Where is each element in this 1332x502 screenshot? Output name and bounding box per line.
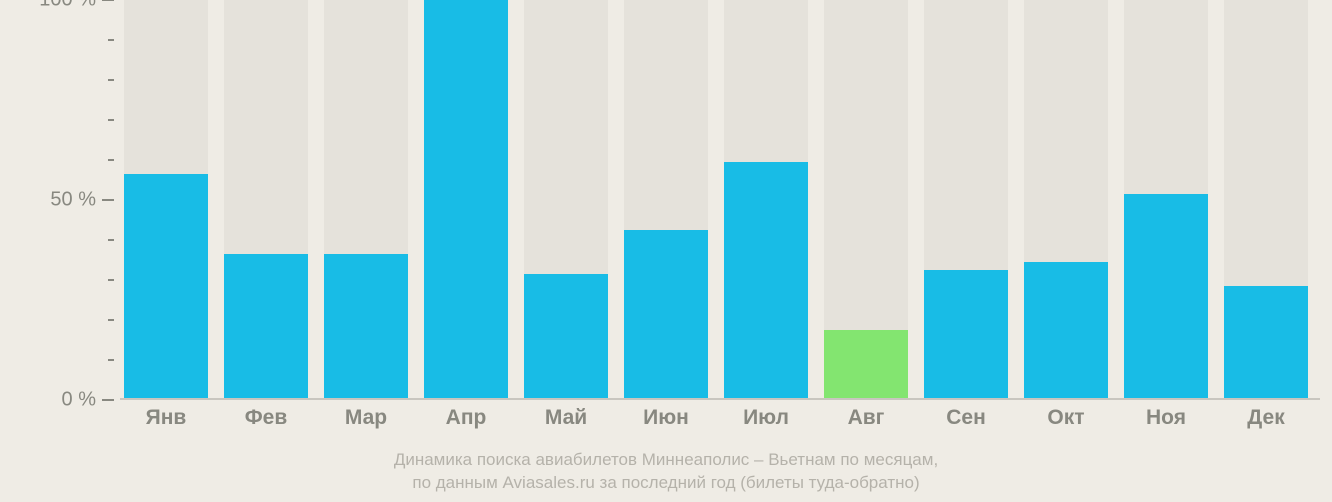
x-tick-label: Фев — [224, 406, 308, 430]
bar — [524, 274, 608, 398]
x-tick-label: Апр — [424, 406, 508, 430]
y-tick-minor — [108, 39, 114, 41]
x-tick-label: Дек — [1224, 406, 1308, 430]
bar-slot — [524, 0, 608, 398]
bar — [124, 174, 208, 398]
bar-slot — [324, 0, 408, 398]
y-tick-minor — [108, 319, 114, 321]
y-tick-mark — [102, 199, 114, 201]
x-tick-label: Май — [524, 406, 608, 430]
bar-slot — [724, 0, 808, 398]
y-tick-minor — [108, 79, 114, 81]
bar-slot — [1224, 0, 1308, 398]
y-tick-mark — [102, 0, 114, 1]
bar-slot — [124, 0, 208, 398]
y-tick-minor — [108, 359, 114, 361]
caption-line-1: Динамика поиска авиабилетов Миннеаполис … — [0, 450, 1332, 470]
x-tick-label: Сен — [924, 406, 1008, 430]
y-tick-label: 50 % — [50, 189, 96, 212]
x-tick-label: Июл — [724, 406, 808, 430]
bar-slot — [1124, 0, 1208, 398]
x-tick-label: Ноя — [1124, 406, 1208, 430]
y-tick-label: 0 % — [62, 389, 96, 412]
x-axis: Янв Фев Мар Апр Май Июн Июл Авг Сен Окт Ноя Дек — [120, 406, 1320, 440]
y-tick-minor — [108, 279, 114, 281]
x-tick-label: Мар — [324, 406, 408, 430]
bar — [824, 330, 908, 398]
x-tick-label: Окт — [1024, 406, 1108, 430]
y-tick-mark — [102, 399, 114, 401]
bar — [724, 162, 808, 398]
bar — [924, 270, 1008, 398]
bar — [224, 254, 308, 398]
bar — [1024, 262, 1108, 398]
plot-area — [120, 0, 1320, 400]
bar — [424, 0, 508, 398]
x-tick-label: Янв — [124, 406, 208, 430]
bar-slot — [224, 0, 308, 398]
y-tick-minor — [108, 159, 114, 161]
y-axis: 0 %50 %100 % — [0, 0, 120, 400]
y-tick-minor — [108, 239, 114, 241]
bar-chart: 0 % 50 % 100 % Янв Фев Мар Апр Май Июн Июл Авг Сен… — [0, 0, 1332, 502]
bar-slot — [924, 0, 1008, 398]
caption-line-2: по данным Aviasales.ru за последний год … — [0, 473, 1332, 493]
bar-slot — [624, 0, 708, 398]
bar — [1224, 286, 1308, 398]
bar — [324, 254, 408, 398]
bar — [624, 230, 708, 398]
bar-slot — [824, 0, 908, 398]
bar — [1124, 194, 1208, 398]
x-tick-label: Авг — [824, 406, 908, 430]
x-tick-label: Июн — [624, 406, 708, 430]
y-tick-minor — [108, 119, 114, 121]
bar-slot — [424, 0, 508, 398]
y-tick-label: 100 % — [39, 0, 96, 12]
bar-slot — [1024, 0, 1108, 398]
